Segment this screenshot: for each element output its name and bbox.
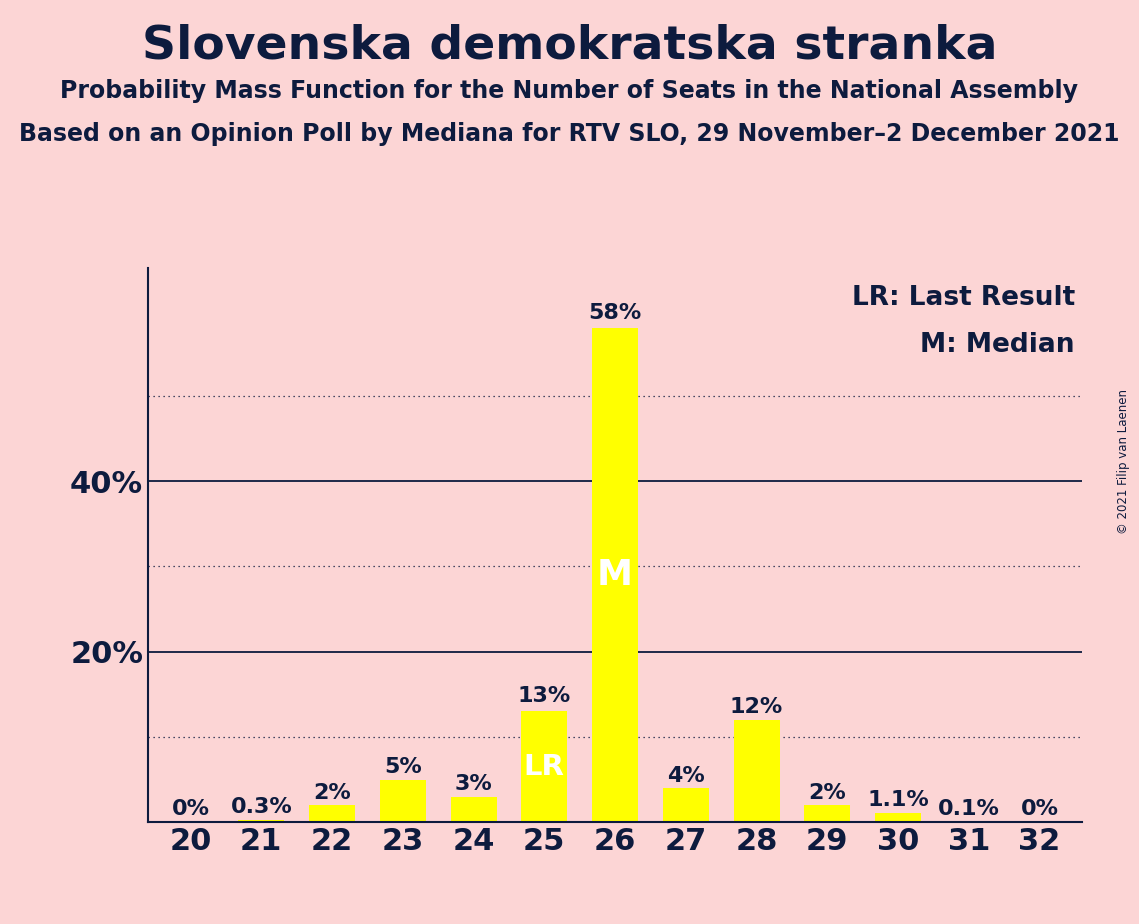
Text: 1.1%: 1.1%: [867, 790, 929, 810]
Bar: [592, 328, 638, 822]
Text: Based on an Opinion Poll by Mediana for RTV SLO, 29 November–2 December 2021: Based on an Opinion Poll by Mediana for …: [19, 122, 1120, 146]
Text: © 2021 Filip van Laenen: © 2021 Filip van Laenen: [1117, 390, 1130, 534]
Text: 3%: 3%: [454, 774, 492, 795]
Bar: [451, 796, 497, 822]
Bar: [309, 806, 355, 822]
Bar: [663, 788, 708, 822]
Text: Slovenska demokratska stranka: Slovenska demokratska stranka: [141, 23, 998, 68]
Bar: [379, 780, 426, 822]
Text: LR: LR: [524, 753, 565, 781]
Text: 0%: 0%: [1021, 799, 1058, 819]
Text: 12%: 12%: [730, 698, 784, 717]
Text: 58%: 58%: [589, 302, 641, 322]
Text: M: Median: M: Median: [920, 332, 1075, 358]
Bar: [238, 820, 285, 822]
Text: 13%: 13%: [518, 687, 571, 706]
Text: 0.3%: 0.3%: [230, 797, 293, 817]
Text: 0%: 0%: [172, 799, 210, 819]
Text: 0.1%: 0.1%: [937, 799, 1000, 819]
Bar: [875, 813, 921, 822]
Bar: [522, 711, 567, 822]
Text: Probability Mass Function for the Number of Seats in the National Assembly: Probability Mass Function for the Number…: [60, 79, 1079, 103]
Text: 2%: 2%: [313, 783, 351, 803]
Text: LR: Last Result: LR: Last Result: [852, 285, 1075, 311]
Bar: [734, 720, 779, 822]
Text: 5%: 5%: [384, 757, 421, 777]
Text: 2%: 2%: [809, 783, 846, 803]
Text: M: M: [597, 558, 633, 592]
Text: 4%: 4%: [667, 766, 705, 785]
Bar: [804, 806, 851, 822]
